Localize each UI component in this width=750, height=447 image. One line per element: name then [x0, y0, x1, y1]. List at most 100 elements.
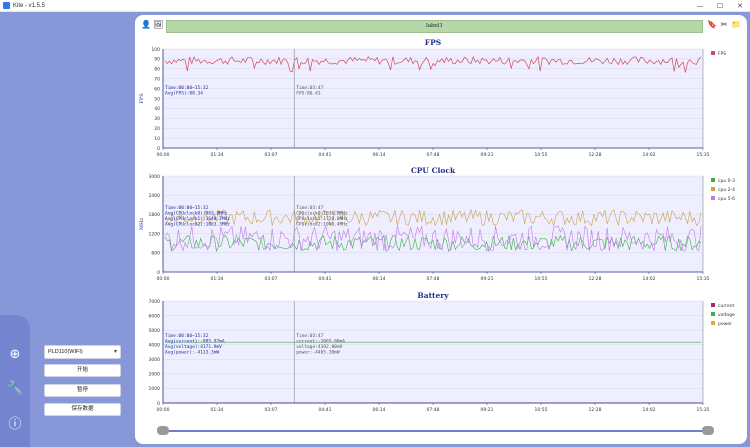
legend-swatch — [711, 178, 715, 182]
legend-label: power — [718, 321, 732, 327]
y-tick-label: 70 — [154, 77, 160, 83]
legend-swatch — [711, 321, 715, 325]
title-bar: Kite - v1.5.5 — ☐ ✕ — [0, 0, 750, 12]
x-tick-label: 04:41 — [319, 276, 332, 282]
x-tick-label: 14:02 — [643, 407, 656, 413]
cursor-annotation: Time:03:47 — [296, 85, 323, 91]
chevron-down-icon: ▾ — [113, 349, 117, 355]
window-title: Kite - v1.5.5 — [13, 2, 46, 9]
folder-icon[interactable]: 📁 — [731, 20, 741, 29]
content-panel: 👤 🖼 label1 🔖 ✂ 📁 FPS 0 10 20 30 40 50 60 70 80 90 1… — [135, 15, 747, 444]
x-tick-label: 01:34 — [211, 152, 224, 158]
legend-label: cpu 2-4 — [718, 187, 735, 193]
chart-title: CPU Clock — [411, 166, 456, 175]
cursor-annotation: CPUclock0:1036.8MHz — [296, 211, 348, 217]
cursor-annotation: power:-4465.38mW — [296, 350, 340, 356]
legend-swatch — [711, 51, 715, 55]
summary-annotation: Avg(CPUclock2):1063.3MHz — [165, 222, 230, 228]
x-tick-label: 12:28 — [589, 276, 602, 282]
legend-swatch — [711, 312, 715, 316]
series-line — [164, 55, 702, 73]
cursor-annotation: current:-1065.00mA — [296, 339, 345, 345]
cursor-annotation: Time:03:47 — [296, 205, 323, 211]
chart-title: Battery — [417, 291, 449, 300]
series-line — [164, 225, 702, 252]
y-tick-label: 20 — [154, 126, 160, 132]
minimize-button[interactable]: — — [696, 2, 704, 10]
y-tick-label: 0 — [157, 401, 160, 407]
legend-label: FPS — [718, 51, 726, 57]
left-rail: ⊕ 🔧 ⓘ — [0, 315, 30, 447]
battery-chart-svg: Battery 0 1000 2000 3000 4000 5000 6000 7000 00:0… — [149, 291, 735, 413]
cursor-annotation: CPUclock2:1086.4MHz — [296, 222, 348, 228]
pause-button[interactable]: 暂停 — [44, 384, 121, 397]
x-tick-label: 10:55 — [535, 407, 548, 413]
cursor-annotation: Time:03:47 — [296, 333, 323, 339]
chart-title: FPS — [425, 38, 441, 47]
y-tick-label: 5000 — [149, 328, 161, 334]
summary-annotation: Avg(power):-4113.3mW — [165, 350, 219, 356]
summary-annotation: Time:00:00~15:32 — [165, 85, 209, 91]
y-tick-label: 0 — [157, 270, 160, 276]
x-tick-label: 09:21 — [481, 276, 494, 282]
device-select-value: PLD110(WIFI) — [48, 349, 83, 355]
x-tick-label: 00:00 — [157, 152, 170, 158]
series-line — [164, 208, 702, 227]
summary-annotation: Avg(current):-995.97mA — [165, 339, 225, 345]
x-tick-label: 00:00 — [157, 407, 170, 413]
y-tick-label: 90 — [154, 57, 160, 63]
start-button[interactable]: 开始 — [44, 364, 121, 377]
image-icon[interactable]: 🖼 — [153, 20, 164, 29]
save-data-button[interactable]: 保存数据 — [44, 403, 121, 416]
time-range-slider[interactable] — [163, 430, 708, 432]
y-tick-label: 60 — [154, 86, 160, 92]
device-select[interactable]: PLD110(WIFI) ▾ — [44, 345, 121, 359]
legend-swatch — [711, 303, 715, 307]
summary-annotation: Avg(CPUclock1):1648.2MHz — [165, 216, 230, 222]
x-tick-label: 14:02 — [643, 276, 656, 282]
wrench-icon[interactable]: 🔧 — [7, 381, 24, 396]
cursor-annotation: FPS:86.43 — [296, 91, 321, 97]
y-axis-label: FPS — [139, 93, 145, 104]
scissors-icon[interactable]: ✂ — [720, 20, 728, 29]
slider-end-handle[interactable] — [702, 426, 714, 435]
maximize-button[interactable]: ☐ — [716, 2, 724, 10]
user-icon[interactable]: 👤 — [141, 20, 151, 29]
x-tick-label: 01:34 — [211, 276, 224, 282]
x-tick-label: 10:55 — [535, 152, 548, 158]
cpu-clock-chart-svg: CPU Clock 0 600 1200 1800 2400 3000 MHz 00:00 01:… — [139, 166, 735, 282]
summary-annotation: Time:00:00~15:32 — [165, 205, 209, 211]
x-tick-label: 12:28 — [589, 152, 602, 158]
summary-annotation: Avg(CPUclock0):963.8MHz — [165, 211, 228, 217]
x-tick-label: 03:07 — [265, 407, 278, 413]
x-tick-label: 01:34 — [211, 407, 224, 413]
y-tick-label: 2400 — [149, 193, 161, 199]
y-tick-label: 30 — [154, 116, 160, 122]
y-tick-label: 100 — [151, 47, 160, 53]
y-tick-label: 10 — [154, 136, 160, 142]
cursor-annotation: voltage:4192.00mV — [296, 344, 342, 350]
x-tick-label: 09:21 — [481, 152, 494, 158]
y-tick-label: 2000 — [149, 372, 161, 378]
cursor-annotation: CPUclock1:1728.0MHz — [296, 216, 348, 222]
status-label: label1 — [166, 20, 703, 33]
legend-swatch — [711, 187, 715, 191]
x-tick-label: 15:35 — [697, 276, 710, 282]
add-icon[interactable]: ⊕ — [9, 347, 21, 362]
close-button[interactable]: ✕ — [737, 2, 743, 10]
y-tick-label: 0 — [157, 146, 160, 152]
summary-annotation: Avg(FPS):88.34 — [165, 91, 203, 97]
legend-label: cpu 0-3 — [718, 178, 735, 184]
summary-annotation: Time:00:00~15:32 — [165, 333, 209, 339]
bookmark-icon[interactable]: 🔖 — [707, 20, 717, 29]
info-icon[interactable]: ⓘ — [8, 417, 22, 432]
x-tick-label: 04:41 — [319, 152, 332, 158]
y-tick-label: 50 — [154, 96, 160, 102]
legend-label: cpu 5-6 — [718, 196, 735, 202]
slider-start-handle[interactable] — [157, 426, 169, 435]
x-tick-label: 10:55 — [535, 276, 548, 282]
battery-chart: Battery 0 1000 2000 3000 4000 5000 6000 7000 00:0… — [135, 290, 747, 424]
series-line — [164, 234, 702, 253]
y-tick-label: 1000 — [149, 386, 161, 392]
y-tick-label: 4000 — [149, 343, 161, 349]
